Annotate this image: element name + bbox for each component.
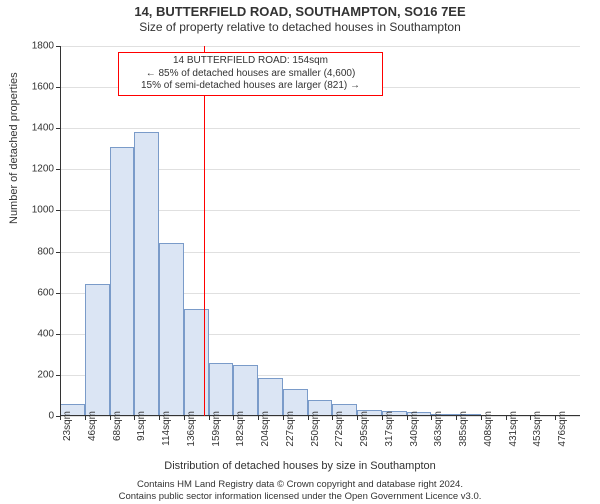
x-tick-label: 227sqm <box>285 411 296 447</box>
annotation-line: ← 85% of detached houses are smaller (4,… <box>123 68 378 81</box>
x-tick-mark <box>506 416 507 420</box>
bar <box>85 284 110 416</box>
x-tick-label: 317sqm <box>384 411 395 447</box>
y-tick-label: 1200 <box>24 164 54 175</box>
grid-line <box>60 128 580 129</box>
x-tick-mark <box>60 416 61 420</box>
x-tick-mark <box>110 416 111 420</box>
x-tick-mark <box>357 416 358 420</box>
y-tick-label: 200 <box>24 369 54 380</box>
y-axis-label: Number of detached properties <box>8 72 20 224</box>
x-tick-label: 363sqm <box>433 411 444 447</box>
y-tick-label: 1400 <box>24 123 54 134</box>
plot: 02004006008001000120014001600180023sqm46… <box>60 46 580 416</box>
y-tick-label: 800 <box>24 246 54 257</box>
y-tick-label: 600 <box>24 287 54 298</box>
chart-area: 02004006008001000120014001600180023sqm46… <box>60 46 580 416</box>
x-tick-mark <box>407 416 408 420</box>
x-axis-line <box>60 415 580 416</box>
bar <box>233 365 258 416</box>
x-tick-label: 385sqm <box>458 411 469 447</box>
y-tick-label: 1000 <box>24 205 54 216</box>
x-tick-mark <box>159 416 160 420</box>
annotation-box: 14 BUTTERFIELD ROAD: 154sqm← 85% of deta… <box>118 52 383 96</box>
x-tick-mark <box>382 416 383 420</box>
grid-line <box>60 46 580 47</box>
x-tick-label: 114sqm <box>161 411 172 446</box>
x-tick-mark <box>184 416 185 420</box>
x-tick-label: 136sqm <box>186 411 197 447</box>
x-tick-mark <box>258 416 259 420</box>
x-tick-label: 408sqm <box>483 411 494 447</box>
marker-line <box>204 46 205 416</box>
x-tick-label: 182sqm <box>235 411 246 447</box>
x-tick-label: 340sqm <box>409 411 420 447</box>
x-tick-label: 272sqm <box>334 411 345 447</box>
bar <box>209 363 234 416</box>
y-axis-line <box>60 46 61 416</box>
x-tick-label: 204sqm <box>260 411 271 447</box>
footer: Contains HM Land Registry data © Crown c… <box>0 479 600 502</box>
footer-line-2: Contains public sector information licen… <box>0 491 600 502</box>
x-tick-label: 159sqm <box>211 411 222 447</box>
y-tick-label: 1600 <box>24 82 54 93</box>
chart-title: 14, BUTTERFIELD ROAD, SOUTHAMPTON, SO16 … <box>0 4 600 19</box>
x-tick-label: 431sqm <box>508 411 519 447</box>
bar <box>184 309 209 416</box>
y-tick-label: 1800 <box>24 41 54 52</box>
bar <box>134 132 159 416</box>
annotation-line: 15% of semi-detached houses are larger (… <box>123 80 378 93</box>
y-tick-label: 0 <box>24 411 54 422</box>
footer-line-1: Contains HM Land Registry data © Crown c… <box>0 479 600 490</box>
bar <box>110 147 135 416</box>
x-axis-label: Distribution of detached houses by size … <box>0 460 600 472</box>
x-tick-label: 453sqm <box>532 411 543 447</box>
x-tick-mark <box>481 416 482 420</box>
y-tick-label: 400 <box>24 328 54 339</box>
x-tick-mark <box>283 416 284 420</box>
x-tick-label: 476sqm <box>557 411 568 447</box>
x-tick-mark <box>209 416 210 420</box>
x-tick-label: 295sqm <box>359 411 370 447</box>
x-tick-mark <box>85 416 86 420</box>
x-tick-mark <box>308 416 309 420</box>
annotation-line: 14 BUTTERFIELD ROAD: 154sqm <box>123 55 378 68</box>
x-tick-label: 250sqm <box>310 411 321 447</box>
chart-subtitle: Size of property relative to detached ho… <box>0 20 600 34</box>
bar <box>159 243 184 416</box>
